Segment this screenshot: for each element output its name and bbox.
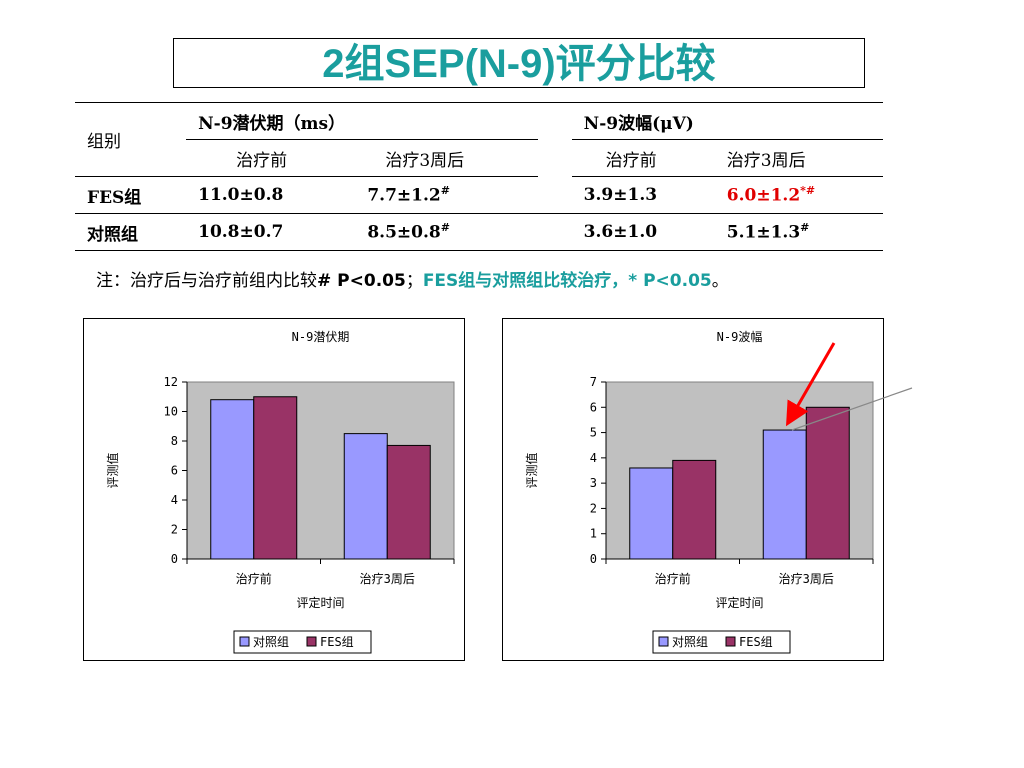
y-tick-label: 6 — [590, 400, 597, 414]
legend-swatch — [725, 636, 736, 647]
lat-before-header: 治疗前 — [186, 139, 356, 177]
x-axis-label: 评定时间 — [296, 595, 344, 610]
y-tick-label: 2 — [171, 523, 178, 537]
bar — [672, 459, 717, 560]
y-axis-label: 评测值 — [105, 452, 120, 488]
value-cell: 3.9±1.3 — [571, 176, 715, 214]
significance-mark: # — [440, 221, 450, 235]
latency-chart: N-9潜伏期 0 2 4 6 8 10 12 治疗前 治疗3周后评定时间 评测值对照组 FES组 — [83, 318, 465, 661]
chart-title: N-9潜伏期 — [292, 330, 350, 344]
legend-label: 对照组 — [672, 635, 708, 649]
table-row: 对照组 10.8±0.7 8.5±0.8# 3.6±1.0 5.1±1.3# — [75, 213, 883, 251]
chart-title: N-9波幅 — [717, 329, 763, 344]
y-tick-label: 10 — [164, 405, 178, 419]
x-axis-label: 评定时间 — [715, 595, 763, 610]
bar — [253, 396, 298, 560]
legend-swatch — [239, 636, 250, 647]
value-cell: 7.7±1.2# — [355, 176, 538, 214]
y-tick-label: 5 — [590, 426, 597, 440]
legend: 对照组 FES组 — [652, 630, 791, 654]
y-axis-label: 评测值 — [524, 452, 539, 488]
value-cell: 10.8±0.7 — [186, 213, 356, 251]
table-row: FES组 11.0±0.8 7.7±1.2# 3.9±1.3 6.0±1.2*# — [75, 176, 883, 214]
value-cell-highlight: 6.0±1.2*# — [714, 176, 883, 214]
significance-mark: *# — [800, 184, 816, 198]
y-tick-label: 1 — [590, 527, 597, 541]
legend-label: FES组 — [739, 635, 773, 649]
y-tick-label: 0 — [590, 552, 597, 566]
significance-mark: # — [800, 221, 810, 235]
bar — [805, 406, 850, 560]
latency-header: N-9潜伏期（ms） — [186, 102, 538, 140]
legend-label: 对照组 — [253, 635, 289, 649]
y-tick-label: 6 — [171, 464, 178, 478]
group-cell: FES组 — [75, 176, 187, 214]
legend-swatch — [658, 636, 669, 647]
x-tick-label: 治疗前 — [236, 571, 272, 586]
y-tick-label: 8 — [171, 434, 178, 448]
group-cell: 对照组 — [75, 213, 187, 251]
bar — [629, 467, 674, 560]
legend-box — [233, 630, 372, 654]
y-tick-label: 4 — [590, 451, 597, 465]
page-title: 2组SEP(N-9)评分比较 — [322, 42, 716, 86]
amplitude-header: N-9波幅(μV) — [571, 102, 883, 140]
x-tick-label: 治疗3周后 — [779, 572, 834, 586]
footnote: 注：治疗后与治疗前组内比较# P<0.05；FES组与对照组比较治疗，* P<0… — [96, 271, 729, 291]
bar — [386, 444, 431, 560]
bar — [343, 433, 388, 560]
significance-mark: # — [440, 184, 450, 198]
lat-after-header: 治疗3周后 — [355, 139, 538, 177]
bar — [210, 399, 255, 560]
y-tick-label: 3 — [590, 476, 597, 490]
y-tick-label: 4 — [171, 493, 178, 507]
x-tick-label: 治疗前 — [655, 571, 691, 586]
group-header: 组别 — [75, 102, 187, 177]
value-cell: 3.6±1.0 — [571, 213, 715, 251]
y-tick-label: 0 — [171, 552, 178, 566]
value-cell: 5.1±1.3# — [714, 213, 883, 251]
legend: 对照组 FES组 — [233, 630, 372, 654]
value-cell: 11.0±0.8 — [186, 176, 356, 214]
header-gap — [537, 102, 572, 140]
amp-before-header: 治疗前 — [571, 139, 715, 177]
value-cell: 8.5±0.8# — [355, 213, 538, 251]
amp-after-header: 治疗3周后 — [714, 139, 883, 177]
bar — [762, 429, 807, 560]
sep-score-table: 组别 N-9潜伏期（ms） N-9波幅(μV) 治疗前 治疗3周后 治疗前 治疗… — [75, 102, 883, 251]
y-tick-label: 7 — [590, 375, 597, 389]
title-box: 2组SEP(N-9)评分比较 — [173, 38, 865, 88]
legend-box — [652, 630, 791, 654]
legend-swatch — [306, 636, 317, 647]
y-tick-label: 12 — [164, 375, 178, 389]
x-tick-label: 治疗3周后 — [360, 572, 415, 586]
legend-label: FES组 — [320, 635, 354, 649]
amplitude-chart: N-9波幅 0 1 2 3 4 5 6 7 治疗前 治疗3周后评定时间 评测值对照组 FES组 — [502, 318, 884, 661]
y-tick-label: 2 — [590, 501, 597, 515]
